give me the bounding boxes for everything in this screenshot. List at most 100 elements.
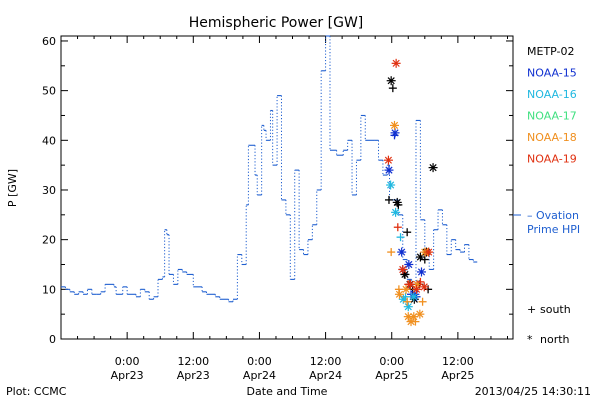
x-tick-label-time: 0:00 (379, 355, 404, 368)
noaa-15-north-marker-ray (385, 166, 393, 174)
noaa-15-north-marker-ray (405, 260, 413, 269)
legend: METP-02 NOAA-15 NOAA-16 NOAA-17 NOAA-18 NOAA-… (527, 45, 577, 166)
metp-02-south-marker (384, 195, 393, 204)
x-axis-label: Date and Time (247, 385, 328, 398)
x-tick-label-time: 12:00 (177, 355, 209, 368)
noaa-19-north-marker (412, 284, 422, 294)
noaa-16-north-marker (403, 302, 413, 312)
noaa-15-north-marker-ray (391, 129, 399, 137)
y-tick-label: 30 (42, 184, 56, 197)
metp-02-north-marker (428, 163, 438, 173)
marker-key-south-symbol: + (527, 303, 536, 316)
y-tick-label: 10 (42, 283, 56, 296)
noaa-19-north-marker (391, 58, 401, 68)
metp-02-south-marker (388, 84, 397, 93)
ovation-prime-label-line1: – Ovation (527, 209, 579, 222)
noaa-15-north-marker-ray (417, 268, 426, 276)
noaa-16-north-marker-ray (387, 181, 395, 189)
noaa-18-north-marker (394, 289, 404, 299)
marker-key: + south * north (527, 303, 571, 346)
chart-title: Hemispheric Power [GW] (189, 15, 364, 31)
noaa-19-north-marker-ray (420, 283, 428, 291)
marker-key-north-symbol: * (527, 333, 533, 346)
ovation-prime-label-line2: Prime HPI (527, 223, 580, 236)
generation-timestamp: 2013/04/25 14:30:11 (475, 385, 591, 398)
ovation-prime-hpi-line (61, 35, 478, 303)
x-tick-label-date: Apr24 (309, 369, 342, 382)
noaa-16-north-marker (391, 207, 401, 217)
marker-key-south-label: south (540, 303, 571, 316)
x-tick-label-date: Apr24 (243, 369, 276, 382)
satellite-markers (383, 58, 438, 327)
noaa-18-south-marker (418, 297, 427, 306)
noaa-16-north-marker (398, 294, 408, 304)
y-tick-label: 40 (42, 134, 56, 147)
y-tick-label: 20 (42, 234, 56, 247)
noaa-15-north-marker-ray (398, 248, 406, 256)
noaa-19-north-marker-ray (384, 156, 393, 164)
noaa-19-south-marker (393, 223, 402, 232)
legend-entry-noaa-16: NOAA-16 (527, 88, 577, 101)
metp-02-north-marker-ray (393, 198, 401, 207)
y-tick-label: 60 (42, 35, 56, 48)
noaa-18-north-marker-ray (395, 290, 404, 298)
noaa-18-north-marker (389, 120, 399, 130)
noaa-16-north-marker-ray (410, 293, 418, 301)
noaa-19-north-marker-ray (425, 248, 433, 256)
noaa-19-north-marker (383, 155, 393, 165)
noaa-18-north-marker-ray (390, 121, 399, 130)
y-tick-label: 0 (49, 333, 56, 346)
metp-02-north-marker (386, 76, 396, 86)
noaa-18-north-marker-ray (416, 310, 424, 318)
plot-frame (60, 35, 514, 340)
x-tick-label-date: Apr23 (111, 369, 144, 382)
noaa-19-north-marker-ray (406, 280, 415, 288)
y-axis: 0 10 20 30 40 50 60 (42, 35, 513, 346)
noaa-19-north-marker (419, 282, 429, 292)
noaa-16-north-marker-ray (404, 303, 412, 311)
noaa-19-north-marker (398, 264, 408, 274)
noaa-18-north-marker (401, 284, 411, 294)
noaa-15-north-marker (384, 165, 394, 175)
x-tick-label-time: 12:00 (310, 355, 342, 368)
noaa-18-south-marker (403, 297, 412, 306)
metp-02-north-marker-ray (429, 164, 437, 172)
noaa-19-north-marker-ray (399, 265, 407, 274)
metp-02-north-marker (392, 197, 402, 207)
metp-02-north-marker-ray (387, 77, 395, 85)
x-tick-label-date: Apr25 (441, 369, 474, 382)
legend-entry-noaa-15: NOAA-15 (527, 67, 577, 80)
noaa-16-north-marker-ray (391, 208, 400, 216)
x-tick-label-time: 12:00 (442, 355, 474, 368)
marker-key-north-label: north (540, 333, 570, 346)
noaa-15-north-marker (397, 247, 407, 257)
noaa-16-north-marker (409, 292, 419, 302)
y-tick-label: 50 (42, 85, 56, 98)
plot-credit: Plot: CCMC (6, 385, 67, 398)
noaa-16-north-marker-ray (399, 295, 407, 303)
noaa-19-north-marker (424, 247, 434, 257)
x-tick-label-date: Apr23 (177, 369, 210, 382)
legend-entry-metp-02: METP-02 (527, 45, 575, 58)
noaa-18-north-marker-ray (407, 318, 415, 326)
x-tick-label-date: Apr25 (375, 369, 408, 382)
x-axis: 0:00Apr2312:00Apr230:00Apr2412:00Apr240:… (77, 36, 508, 382)
legend-entry-noaa-18: NOAA-18 (527, 131, 577, 144)
noaa-19-south-marker (416, 277, 425, 286)
noaa-15-north-marker (416, 267, 426, 277)
y-axis-label: P [GW] (6, 169, 19, 207)
x-tick-label-time: 0:00 (115, 355, 140, 368)
legend-entry-noaa-17: NOAA-17 (527, 110, 577, 123)
noaa-18-north-marker (415, 309, 425, 319)
metp-02-north-marker-ray (401, 270, 409, 279)
noaa-18-north-marker-ray (404, 313, 412, 321)
noaa-18-south-marker (387, 248, 396, 257)
legend-entry-noaa-19: NOAA-19 (527, 153, 577, 166)
noaa-19-north-marker (405, 279, 415, 289)
noaa-15-north-marker (404, 259, 414, 269)
noaa-16-north-marker (386, 180, 396, 190)
noaa-16-south-marker (396, 233, 405, 242)
noaa-19-north-marker-ray (412, 285, 421, 293)
